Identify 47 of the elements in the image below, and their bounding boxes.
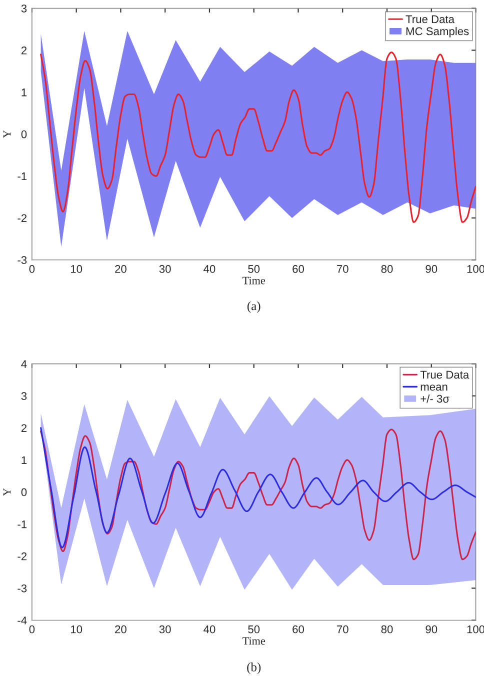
x-tick-label: 20 — [115, 265, 126, 273]
y-tick-label: 0 — [21, 130, 27, 138]
y-tick-label: 3 — [21, 4, 27, 12]
y-tick-label: 0 — [21, 488, 27, 496]
x-tick-label: 10 — [70, 625, 82, 634]
y-tick-label: -1 — [18, 520, 27, 528]
x-tick-label: 30 — [159, 265, 171, 273]
legend-label: +/- 3σ — [420, 394, 450, 403]
x-tick-label: 40 — [204, 625, 216, 634]
legend-label: MC Samples — [406, 27, 469, 38]
text: (a) — [247, 301, 260, 313]
x-tick-label: 60 — [292, 625, 304, 634]
y-tick-label: -3 — [18, 584, 27, 592]
y-tick-label: -2 — [18, 552, 27, 560]
x-tick-label: 70 — [337, 265, 348, 273]
y-tick-label: -4 — [18, 616, 27, 624]
x-tick-label: 30 — [159, 625, 171, 634]
y-axis-title: Y — [3, 488, 11, 496]
y-tick-label: 1 — [22, 456, 27, 464]
legend-label: True Data — [406, 15, 454, 24]
x-tick-label: 80 — [381, 625, 393, 634]
legend-label: mean — [420, 384, 448, 391]
y-tick-label: -3 — [18, 256, 27, 264]
y-tick-label: -2 — [18, 214, 27, 222]
y-tick-label: 3 — [21, 392, 27, 400]
y-tick-label: 2 — [21, 424, 27, 432]
y-tick-label: 2 — [21, 46, 27, 54]
x-tick-label: 20 — [115, 625, 126, 634]
x-tick-label: 80 — [381, 265, 393, 273]
legend-label: True Data — [420, 370, 470, 379]
x-tick-label: 0 — [29, 625, 35, 634]
x-tick-label: 0 — [29, 265, 35, 273]
x-tick-label: 90 — [426, 625, 438, 634]
y-tick-label: 1 — [22, 88, 27, 96]
y-tick-label: -1 — [18, 172, 27, 180]
x-tick-label: 70 — [337, 625, 348, 634]
x-tick-label: 60 — [292, 265, 304, 273]
x-tick-label: 10 — [70, 265, 82, 273]
y-axis-title: Y — [3, 130, 11, 138]
x-axis-title: Time — [242, 637, 266, 645]
x-tick-label: 40 — [204, 265, 216, 273]
x-tick-label: 50 — [248, 625, 260, 634]
y-tick-label: 4 — [21, 360, 27, 368]
x-axis-title: Time — [242, 276, 266, 284]
x-tick-label: 90 — [426, 265, 438, 273]
text: (b) — [247, 662, 261, 674]
x-tick-label: 50 — [248, 265, 260, 273]
